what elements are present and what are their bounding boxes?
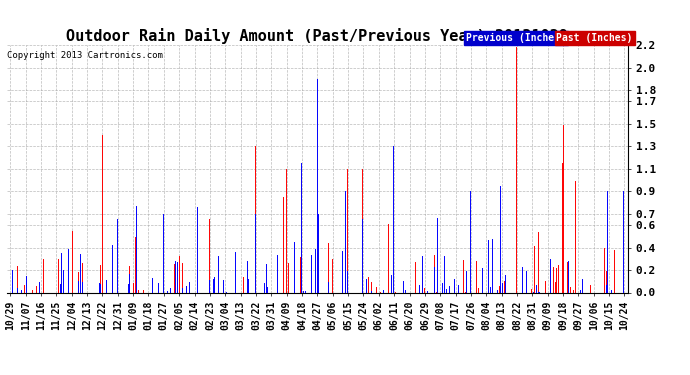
Title: Outdoor Rain Daily Amount (Past/Previous Year) 20131029: Outdoor Rain Daily Amount (Past/Previous… (66, 28, 569, 44)
Text: Previous (Inches): Previous (Inches) (466, 33, 566, 43)
Text: Copyright 2013 Cartronics.com: Copyright 2013 Cartronics.com (7, 51, 163, 60)
Text: Past (Inches): Past (Inches) (556, 33, 633, 43)
